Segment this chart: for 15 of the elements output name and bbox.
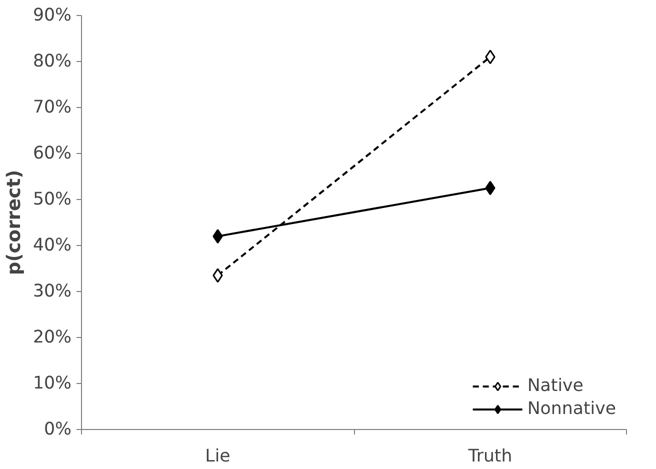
y-tick-label: 70% <box>32 98 72 118</box>
legend-label: Native <box>527 376 584 396</box>
legend-label: Nonnative <box>527 399 616 419</box>
y-tick-label: 0% <box>44 420 72 440</box>
x-tick-label: Lie <box>205 446 230 466</box>
y-tick-label: 10% <box>32 374 72 394</box>
y-tick-label: 50% <box>32 190 72 210</box>
y-tick-label: 40% <box>32 236 72 256</box>
y-tick-label: 60% <box>32 144 72 164</box>
y-tick-label: 80% <box>32 52 72 72</box>
x-tick-label: Truth <box>467 446 512 466</box>
y-tick-label: 90% <box>32 6 72 26</box>
y-axis-title: p(correct) <box>4 170 25 276</box>
y-tick-label: 30% <box>32 282 72 302</box>
y-tick-label: 20% <box>32 328 72 348</box>
